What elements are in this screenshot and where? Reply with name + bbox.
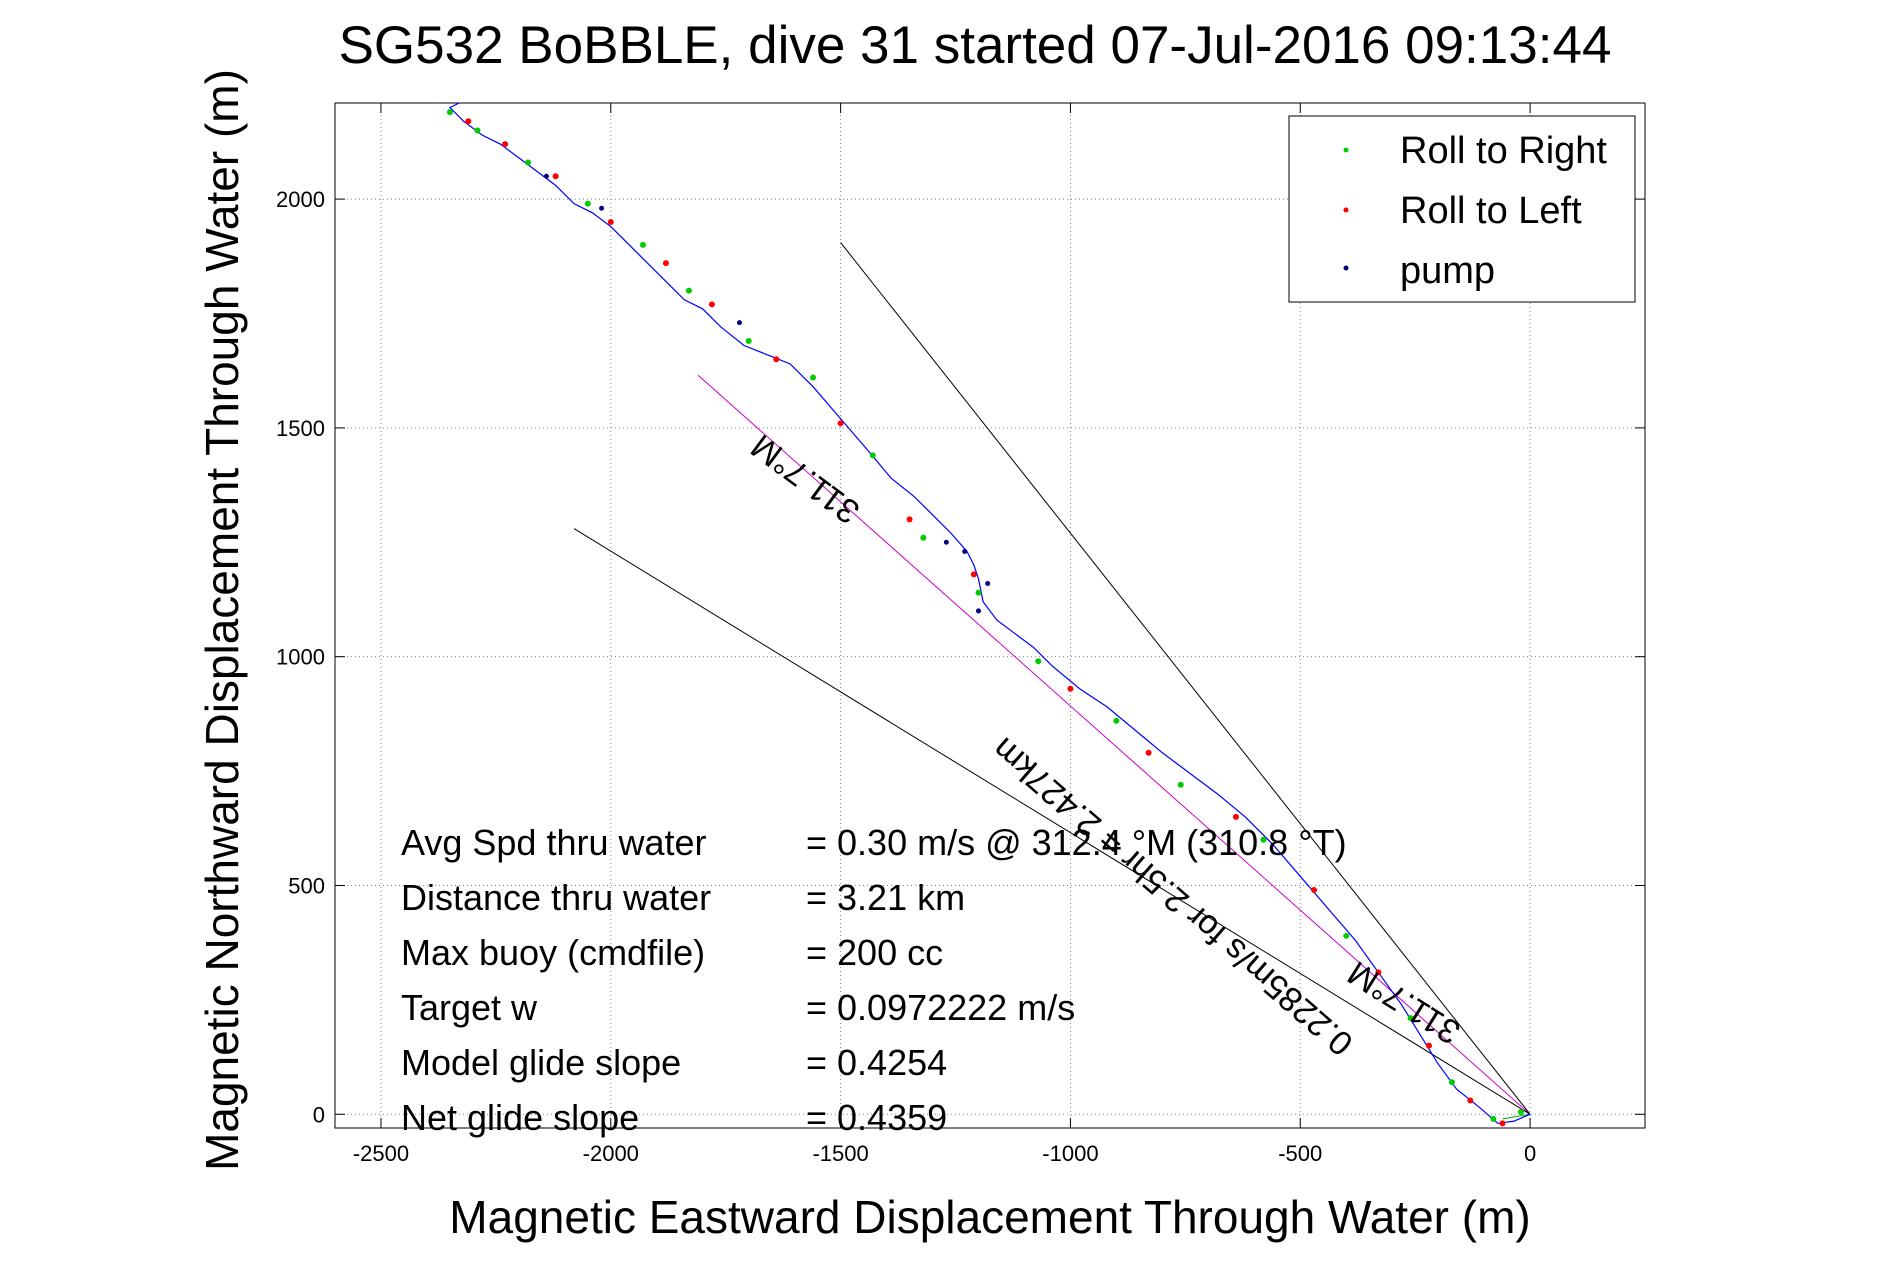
roll-right-point: [1448, 1079, 1455, 1086]
roll-left-point: [773, 356, 780, 363]
pump-point: [599, 205, 605, 211]
roll-right-point: [1035, 658, 1042, 665]
legend-marker-roll-left: [1343, 207, 1349, 213]
x-tick-label: -1000: [1042, 1141, 1098, 1166]
roll-left-point: [1499, 1120, 1506, 1127]
stat-value: = 3.21 km: [806, 877, 965, 918]
legend-label-pump: pump: [1400, 250, 1495, 292]
short-segment: [1502, 1113, 1531, 1120]
stat-value: = 0.4359: [806, 1097, 947, 1138]
y-axis-label: Magnetic Northward Displacement Through …: [196, 69, 248, 1171]
x-tick-label: -500: [1278, 1141, 1322, 1166]
roll-left-point: [607, 218, 614, 225]
heading-bound-line-lower: [573, 528, 1531, 1115]
stat-label: Avg Spd thru water: [401, 822, 707, 863]
legend-marker-roll-right: [1343, 147, 1349, 153]
x-tick-label: 0: [1524, 1141, 1536, 1166]
roll-left-point: [552, 173, 559, 180]
roll-right-point: [745, 337, 752, 344]
stat-label: Distance thru water: [401, 877, 711, 918]
roll-right-point: [920, 534, 927, 541]
roll-left-point: [465, 118, 472, 125]
roll-right-point: [869, 452, 876, 459]
legend: Roll to Right Roll to Left pump: [1288, 115, 1636, 303]
x-tick-label: -2000: [583, 1141, 639, 1166]
pump-point: [736, 320, 742, 326]
x-tick-label: -1500: [812, 1141, 868, 1166]
roll-left-point: [662, 260, 669, 267]
roll-right-point: [584, 200, 591, 207]
roll-right-point: [1343, 932, 1350, 939]
roll-left-point: [1067, 685, 1074, 692]
y-tick-label: 1000: [276, 645, 325, 670]
roll-right-point: [1260, 836, 1267, 843]
heading-bound-line-upper: [840, 242, 1531, 1115]
y-tick-label: 1500: [276, 416, 325, 441]
legend-label-roll-right: Roll to Right: [1400, 130, 1607, 172]
chart-title: SG532 BoBBLE, dive 31 started 07-Jul-201…: [339, 16, 1612, 75]
axis-ticks: [335, 103, 1645, 1128]
roll-left-point: [1467, 1097, 1474, 1104]
roll-right-point: [446, 109, 453, 116]
roll-left-point: [502, 141, 509, 148]
roll-right-point: [685, 287, 692, 294]
roll-left-point: [1311, 887, 1318, 894]
roll-left-point: [1375, 969, 1382, 976]
roll-right-point: [810, 374, 817, 381]
stat-label: Max buoy (cmdfile): [401, 932, 705, 973]
pump-point: [943, 539, 949, 545]
stat-label: Target w: [401, 987, 538, 1028]
pump-point: [985, 580, 991, 586]
roll-right-point: [1490, 1115, 1497, 1122]
roll-right-point: [1177, 781, 1184, 788]
pump-point: [543, 173, 549, 179]
stat-value: = 200 cc: [806, 932, 943, 973]
roll-left-point: [1145, 749, 1152, 756]
roll-right-point: [1407, 1015, 1414, 1022]
roll-left-point: [970, 571, 977, 578]
roll-right-point: [1517, 1108, 1524, 1115]
roll-right-point: [474, 127, 481, 134]
roll-left-point: [1425, 1042, 1432, 1049]
roll-right-point: [975, 589, 982, 596]
y-tick-label: 2000: [276, 187, 325, 212]
stat-label: Net glide slope: [401, 1097, 639, 1138]
roll-left-point: [1232, 813, 1239, 820]
stat-value: = 0.30 m/s @ 312.4 °M (310.8 °T): [806, 822, 1347, 863]
pump-point: [962, 548, 968, 554]
grid: [335, 103, 1645, 1128]
pump-point: [976, 608, 982, 614]
y-tick-labels: 0 500 1000 1500 2000: [276, 187, 325, 1127]
roll-left-point: [837, 420, 844, 427]
roll-left-point: [906, 516, 913, 523]
x-tick-label: -2500: [353, 1141, 409, 1166]
stat-value: = 0.0972222 m/s: [806, 987, 1075, 1028]
y-tick-label: 0: [313, 1102, 325, 1127]
stat-value: = 0.4254: [806, 1042, 947, 1083]
marker-series: [446, 109, 1524, 1127]
legend-marker-pump: [1343, 265, 1349, 271]
roll-right-point: [1113, 717, 1120, 724]
x-tick-labels: -2500 -2000 -1500 -1000 -500 0: [353, 1141, 1536, 1166]
roll-left-point: [708, 301, 715, 308]
roll-right-point: [525, 159, 532, 166]
stat-label: Model glide slope: [401, 1042, 681, 1083]
legend-label-roll-left: Roll to Left: [1400, 190, 1582, 232]
x-axis-label: Magnetic Eastward Displacement Through W…: [449, 1191, 1530, 1243]
y-tick-label: 500: [288, 873, 325, 898]
stats-block: Avg Spd thru water = 0.30 m/s @ 312.4 °M…: [401, 822, 1347, 1138]
roll-right-point: [639, 241, 646, 248]
